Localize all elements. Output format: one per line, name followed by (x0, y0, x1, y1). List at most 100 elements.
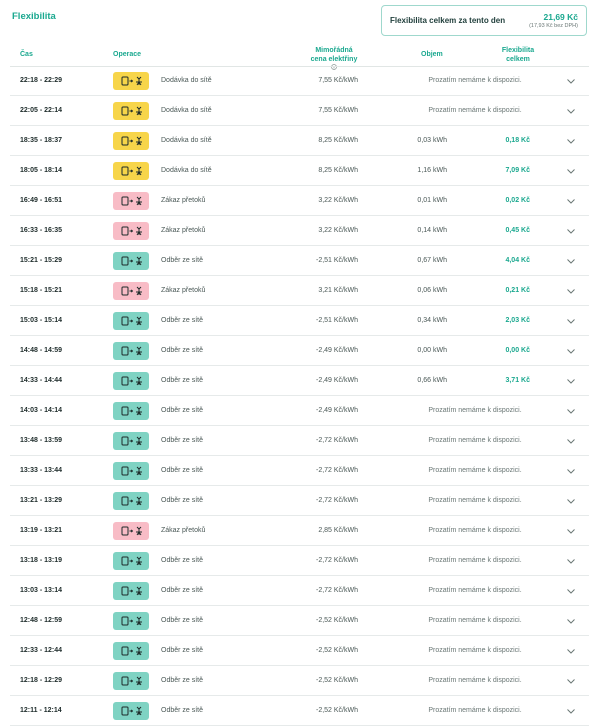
badge-icon (121, 286, 142, 296)
price: -2,72 Kč/kWh (315, 437, 358, 444)
operation-badge (113, 162, 149, 180)
operation-badge (113, 492, 149, 510)
chevron-icon[interactable] (566, 676, 576, 686)
chevron-icon[interactable] (566, 76, 576, 86)
table-row[interactable]: 13:03 - 13:14 Odběr ze sítě -2,72 Kč/kWh Pr… (10, 576, 589, 606)
time-range: 13:33 - 13:44 (20, 467, 63, 474)
expand-chevron[interactable] (566, 316, 576, 328)
price: -2,72 Kč/kWh (315, 587, 358, 594)
flexibility: 0,45 Kč (505, 227, 530, 234)
table-row[interactable]: 14:48 - 14:59 Odběr ze sítě -2,49 Kč/kWh 0,… (10, 336, 589, 366)
time-range: 16:49 - 16:51 (20, 197, 63, 204)
table-row[interactable]: 22:05 - 22:14 Dodávka do sítě 7,55 Kč/kWh P… (10, 96, 589, 126)
expand-chevron[interactable] (566, 346, 576, 358)
operation-label: Dodávka do sítě (161, 167, 212, 174)
operation-label: Dodávka do sítě (161, 77, 212, 84)
chevron-icon[interactable] (566, 376, 576, 386)
table-row[interactable]: 16:49 - 16:51 Zákaz přetoků 3,22 Kč/kWh 0,0… (10, 186, 589, 216)
table-row[interactable]: 13:18 - 13:19 Odběr ze sítě -2,72 Kč/kWh Pr… (10, 546, 589, 576)
chevron-icon[interactable] (566, 166, 576, 176)
operation-label: Odběr ze sítě (161, 677, 204, 684)
expand-chevron[interactable] (566, 706, 576, 718)
expand-chevron[interactable] (566, 466, 576, 478)
table-row[interactable]: 15:03 - 15:14 Odběr ze sítě -2,51 Kč/kWh 0,… (10, 306, 589, 336)
badge-icon (121, 136, 142, 146)
col-volume: Objem (421, 51, 443, 58)
chevron-icon[interactable] (566, 316, 576, 326)
table-row[interactable]: 13:19 - 13:21 Zákaz přetoků 2,85 Kč/kWh Pro… (10, 516, 589, 546)
expand-chevron[interactable] (566, 496, 576, 508)
expand-chevron[interactable] (566, 526, 576, 538)
summary-box: Flexibilita celkem za tento den 21,69 Kč… (381, 5, 587, 36)
table-row[interactable]: 13:48 - 13:59 Odběr ze sítě -2,72 Kč/kWh Pr… (10, 426, 589, 456)
table-row[interactable]: 18:35 - 18:37 Dodávka do sítě 8,25 Kč/kWh 0… (10, 126, 589, 156)
operation-badge (113, 192, 149, 210)
badge-icon (121, 76, 142, 86)
table-row[interactable]: 12:11 - 12:14 Odběr ze sítě -2,52 Kč/kWh Pr… (10, 696, 589, 726)
time-range: 12:33 - 12:44 (20, 647, 63, 654)
price: -2,52 Kč/kWh (315, 707, 358, 714)
chevron-icon[interactable] (566, 616, 576, 626)
chevron-icon[interactable] (566, 256, 576, 266)
chevron-icon[interactable] (566, 136, 576, 146)
operation-badge (113, 582, 149, 600)
chevron-icon[interactable] (566, 226, 576, 236)
expand-chevron[interactable] (566, 436, 576, 448)
chevron-icon[interactable] (566, 286, 576, 296)
expand-chevron[interactable] (566, 376, 576, 388)
table-row[interactable]: 15:21 - 15:29 Odběr ze sítě -2,51 Kč/kWh 0,… (10, 246, 589, 276)
table-row[interactable]: 16:33 - 16:35 Zákaz přetoků 3,22 Kč/kWh 0,1… (10, 216, 589, 246)
table-row[interactable]: 13:21 - 13:29 Odběr ze sítě -2,72 Kč/kWh Pr… (10, 486, 589, 516)
operation-label: Odběr ze sítě (161, 587, 204, 594)
operation-badge (113, 432, 149, 450)
expand-chevron[interactable] (566, 226, 576, 238)
chevron-icon[interactable] (566, 706, 576, 716)
expand-chevron[interactable] (566, 286, 576, 298)
price: -2,52 Kč/kWh (315, 617, 358, 624)
chevron-icon[interactable] (566, 526, 576, 536)
price: -2,49 Kč/kWh (315, 377, 358, 384)
table-row[interactable]: 12:33 - 12:44 Odběr ze sítě -2,52 Kč/kWh Pr… (10, 636, 589, 666)
col-time: Čas (20, 51, 33, 58)
flexibility: 2,03 Kč (505, 317, 530, 324)
operation-label: Odběr ze sítě (161, 467, 204, 474)
chevron-icon[interactable] (566, 586, 576, 596)
expand-chevron[interactable] (566, 676, 576, 688)
expand-chevron[interactable] (566, 166, 576, 178)
table-row[interactable]: 13:33 - 13:44 Odběr ze sítě -2,72 Kč/kWh Pr… (10, 456, 589, 486)
expand-chevron[interactable] (566, 556, 576, 568)
expand-chevron[interactable] (566, 196, 576, 208)
expand-chevron[interactable] (566, 136, 576, 148)
expand-chevron[interactable] (566, 256, 576, 268)
chevron-icon[interactable] (566, 496, 576, 506)
chevron-icon[interactable] (566, 106, 576, 116)
table-row[interactable]: 14:33 - 14:44 Odběr ze sítě -2,49 Kč/kWh 0,… (10, 366, 589, 396)
chevron-icon[interactable] (566, 406, 576, 416)
chevron-icon[interactable] (566, 346, 576, 356)
operation-badge (113, 222, 149, 240)
badge-icon (121, 166, 142, 176)
chevron-icon[interactable] (566, 466, 576, 476)
table-row[interactable]: 18:05 - 18:14 Dodávka do sítě 8,25 Kč/kWh 1… (10, 156, 589, 186)
expand-chevron[interactable] (566, 76, 576, 88)
chevron-icon[interactable] (566, 556, 576, 566)
chevron-icon[interactable] (566, 436, 576, 446)
time-range: 15:21 - 15:29 (20, 257, 63, 264)
price: -2,52 Kč/kWh (315, 677, 358, 684)
expand-chevron[interactable] (566, 646, 576, 658)
chevron-icon[interactable] (566, 196, 576, 206)
table-row[interactable]: 12:48 - 12:59 Odběr ze sítě -2,52 Kč/kWh Pr… (10, 606, 589, 636)
chevron-icon[interactable] (566, 646, 576, 656)
time-range: 12:11 - 12:14 (20, 707, 62, 714)
time-range: 13:48 - 13:59 (20, 437, 63, 444)
table-row[interactable]: 12:18 - 12:29 Odběr ze sítě -2,52 Kč/kWh Pr… (10, 666, 589, 696)
table-row[interactable]: 14:03 - 14:14 Odběr ze sítě -2,49 Kč/kWh Pr… (10, 396, 589, 426)
expand-chevron[interactable] (566, 106, 576, 118)
table-row[interactable]: 22:18 - 22:29 Dodávka do sítě 7,55 Kč/kWh P… (10, 66, 589, 96)
operation-badge (113, 372, 149, 390)
expand-chevron[interactable] (566, 616, 576, 628)
time-range: 22:05 - 22:14 (20, 107, 63, 114)
table-row[interactable]: 15:18 - 15:21 Zákaz přetoků 3,21 Kč/kWh 0,0… (10, 276, 589, 306)
expand-chevron[interactable] (566, 586, 576, 598)
expand-chevron[interactable] (566, 406, 576, 418)
